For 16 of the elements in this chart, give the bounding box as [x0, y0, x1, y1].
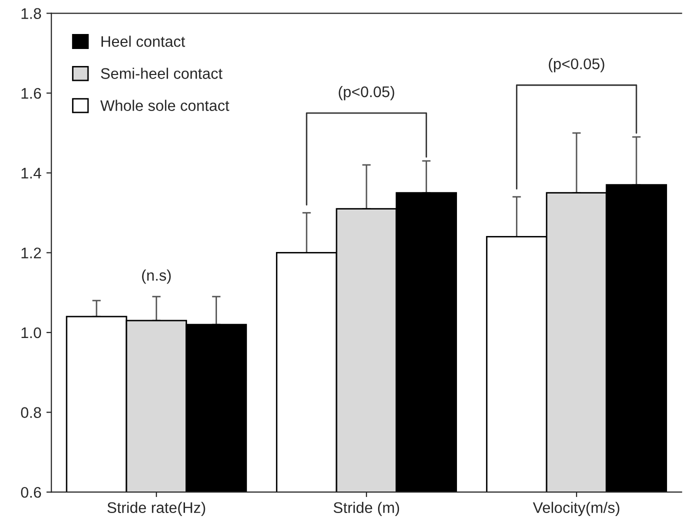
y-tick-label: 1.2 — [22, 248, 41, 258]
x-tick-label: Velocity(m/s) — [532, 502, 620, 516]
legend-label: Whole sole contact — [100, 100, 230, 111]
y-tick-label: 1.6 — [22, 88, 41, 99]
x-tick-label: Stride rate(Hz) — [107, 502, 206, 516]
annotation: (n.s) — [142, 270, 171, 284]
y-tick-label: 1.0 — [22, 327, 42, 338]
legend-label: Semi-heel contact — [100, 68, 222, 79]
annotation: (p<0.05) — [548, 58, 604, 72]
y-tick-label: 0.6 — [21, 486, 41, 498]
annotation: (p<0.05) — [338, 86, 394, 100]
y-tick-label: 1.4 — [22, 168, 42, 178]
x-tick-label: Stride (m) — [334, 502, 400, 516]
y-tick-label: 1.8 — [22, 8, 41, 19]
legend-label: Heel contact — [102, 36, 186, 47]
y-tick-label: 0.8 — [21, 407, 41, 418]
